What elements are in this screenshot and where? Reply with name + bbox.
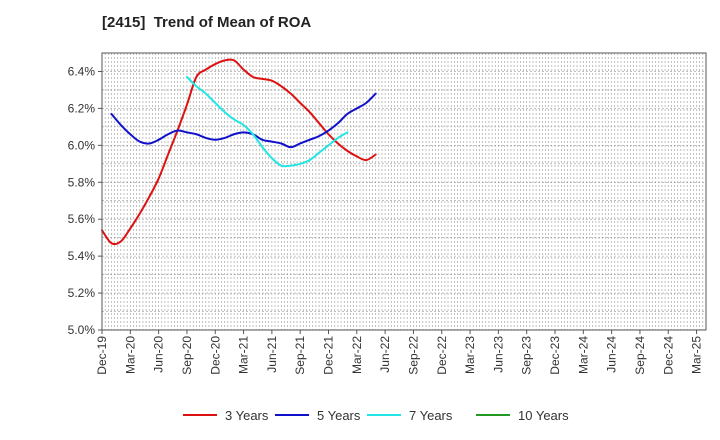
series-line-7-years: [185, 76, 349, 168]
legend: 3 Years 5 Years 7 Years 10 Years: [183, 408, 569, 423]
plot-area-frame: [101, 52, 707, 331]
y-tick-label: 6.4%: [68, 64, 96, 78]
x-tick-label: Jun-23: [491, 336, 505, 373]
y-axis-ticks: 5.0% 5.2% 5.4% 5.6% 5.8% 6.0% 6.2% 6.4%: [68, 64, 102, 337]
y-tick-label: 6.2%: [68, 101, 96, 115]
x-tick-label: Mar-25: [690, 336, 704, 374]
x-tick-label: Jun-21: [265, 336, 279, 373]
series-line-5-years: [110, 92, 377, 149]
series-lines: [101, 58, 377, 246]
legend-label-5-years: 5 Years: [317, 408, 361, 423]
x-tick-label: Dec-19: [95, 336, 109, 375]
legend-label-10-years: 10 Years: [518, 408, 569, 423]
x-tick-label: Sep-21: [293, 336, 307, 375]
y-tick-label: 5.8%: [68, 175, 96, 189]
x-tick-label: Dec-21: [322, 336, 336, 375]
y-tick-label: 6.0%: [68, 138, 96, 152]
x-tick-label: Dec-22: [435, 336, 449, 375]
y-tick-label: 5.0%: [68, 323, 96, 337]
legend-label-7-years: 7 Years: [409, 408, 453, 423]
x-tick-label: Dec-24: [661, 336, 675, 375]
x-tick-label: Mar-23: [463, 336, 477, 374]
x-tick-label: Mar-22: [350, 336, 364, 374]
series-line-3-years: [101, 58, 377, 246]
x-tick-label: Mar-24: [576, 336, 590, 374]
x-tick-label: Dec-20: [208, 336, 222, 375]
legend-label-3-years: 3 Years: [225, 408, 269, 423]
x-tick-label: Sep-20: [180, 336, 194, 375]
chart-title: [2415] Trend of Mean of ROA: [102, 14, 312, 31]
y-tick-label: 5.4%: [68, 249, 96, 263]
y-tick-label: 5.6%: [68, 212, 96, 226]
x-tick-label: Jun-24: [605, 336, 619, 373]
x-axis-ticks: Dec-19 Mar-20 Jun-20 Sep-20 Dec-20 Mar-21 Jun-…: [95, 330, 704, 375]
x-tick-label: Sep-24: [633, 336, 647, 375]
y-tick-label: 5.2%: [68, 286, 96, 300]
x-tick-label: Mar-20: [123, 336, 137, 374]
x-tick-label: Sep-22: [406, 336, 420, 375]
x-tick-label: Sep-23: [520, 336, 534, 375]
x-tick-label: Mar-21: [237, 336, 251, 374]
x-tick-label: Jun-20: [152, 336, 166, 373]
x-tick-label: Dec-23: [548, 336, 562, 375]
grid-lines: [102, 53, 706, 330]
x-tick-label: Jun-22: [378, 336, 392, 373]
